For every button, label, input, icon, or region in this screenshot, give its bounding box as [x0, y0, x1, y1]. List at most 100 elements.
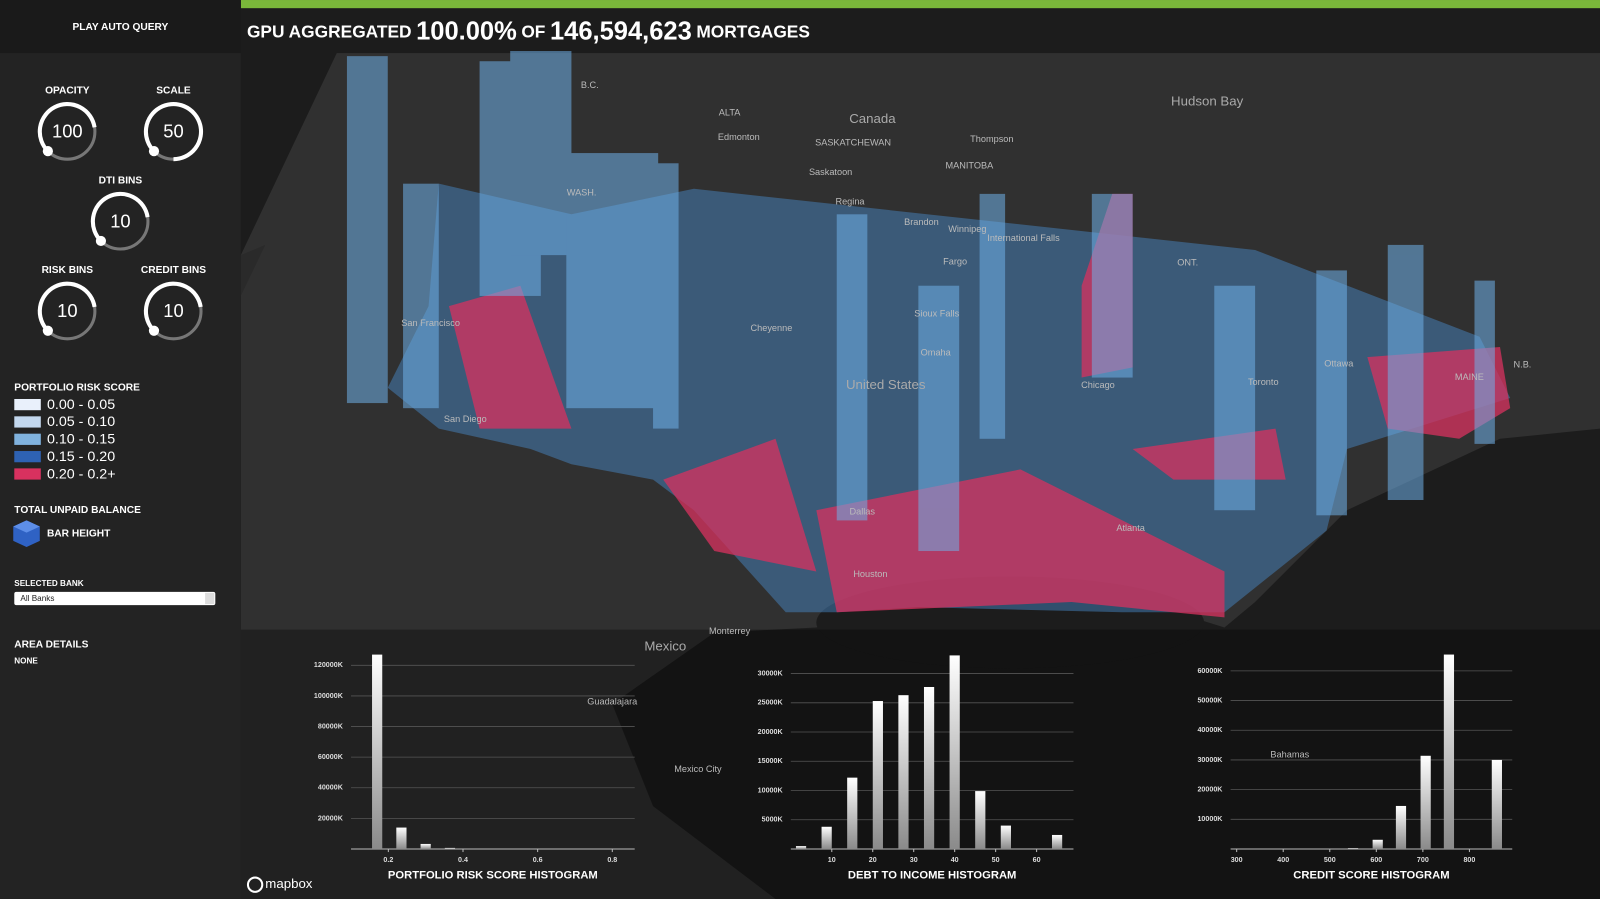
knob-label: CREDIT BINS	[141, 265, 206, 276]
x-tick-label: 40	[951, 856, 959, 864]
x-tick-label: 0.6	[533, 856, 543, 864]
knob-label: RISK BINS	[42, 265, 94, 276]
x-tick-label: 400	[1277, 856, 1289, 864]
bar	[444, 847, 456, 849]
map-label: B.C.	[581, 80, 599, 90]
header-prefix: GPU AGGREGATED	[247, 21, 412, 41]
knob-handle[interactable]	[42, 146, 53, 157]
y-tick-label: 5000K	[762, 816, 784, 824]
x-tick-label: 50	[992, 856, 1000, 864]
x-tick-label: 20	[869, 856, 877, 864]
map-label: Mexico	[644, 638, 686, 653]
map-label: Winnipeg	[948, 224, 986, 234]
bar	[1372, 839, 1383, 849]
y-tick-label: 20000K	[758, 728, 784, 736]
knob-arc	[37, 102, 97, 153]
chart-title: CREDIT SCORE HISTOGRAM	[1293, 869, 1449, 881]
y-tick-label: 10000K	[1197, 815, 1223, 823]
bar	[847, 777, 858, 849]
y-tick-label: 10000K	[758, 786, 784, 794]
y-tick-label: 100000K	[314, 692, 344, 700]
map-label: Fargo	[943, 257, 967, 267]
map-label: Guadalajara	[587, 696, 638, 706]
cube-top	[13, 520, 40, 533]
bar	[949, 655, 960, 849]
x-tick-label: 60	[1033, 856, 1041, 864]
knob-value: 10	[57, 300, 77, 321]
x-tick-label: 800	[1463, 856, 1475, 864]
y-tick-label: 20000K	[1197, 786, 1223, 794]
x-tick-label: 0.8	[607, 856, 617, 864]
bar	[1395, 805, 1407, 849]
legend-swatch	[14, 433, 41, 445]
knob-value: 100	[52, 121, 83, 142]
legend-label: 0.15 - 0.20	[47, 449, 115, 465]
knob-handle[interactable]	[148, 325, 160, 336]
y-tick-label: 30000K	[758, 669, 784, 677]
histogram: 5000K 10000K 15000K 20000K 25000K 30000K 10 20 3…	[758, 655, 1074, 881]
area-value: NONE	[14, 656, 38, 665]
x-tick-label: 0.4	[458, 856, 468, 864]
map-label: MAINE	[1455, 372, 1484, 382]
map-label: Monterrey	[709, 626, 751, 636]
knob-arc	[143, 102, 204, 162]
map-label: International Falls	[987, 233, 1060, 243]
knob-value: 10	[110, 210, 130, 231]
mapbox-logo	[246, 876, 264, 893]
header: GPU AGGREGATED 100.00% OF 146,594,623 MO…	[247, 17, 810, 45]
header-percent: 100.00%	[416, 17, 517, 45]
knob-label: OPACITY	[45, 86, 90, 97]
y-tick-label: 60000K	[1197, 667, 1223, 675]
map-label: Edmonton	[718, 132, 760, 142]
map-label: Hudson Bay	[1171, 94, 1244, 109]
select-arrow	[205, 592, 215, 605]
header-suffix: MORTGAGES	[696, 21, 810, 41]
map-label: N.B.	[1514, 360, 1532, 370]
bar	[420, 843, 431, 849]
map-label: Bahamas	[1270, 750, 1309, 760]
map-label: ONT.	[1177, 258, 1198, 268]
y-tick-label: 50000K	[1197, 696, 1223, 704]
map-label: San Francisco	[401, 318, 460, 328]
bar	[372, 654, 383, 849]
legend-swatch	[14, 398, 41, 411]
bar	[1491, 759, 1502, 849]
histogram: 10000K 20000K 30000K 40000K 50000K 60000K 300 4…	[1197, 654, 1513, 881]
bar	[1347, 848, 1359, 849]
bar	[898, 695, 909, 849]
chart-title: DEBT TO INCOME HISTOGRAM	[848, 869, 1017, 881]
map-label: Regina	[835, 196, 865, 206]
knob-value: 50	[163, 121, 183, 142]
legend-label: 0.20 - 0.2+	[47, 466, 116, 482]
area-title: AREA DETAILS	[14, 640, 88, 651]
legend-swatch	[14, 468, 41, 480]
bar	[923, 686, 935, 849]
bar	[396, 827, 407, 849]
header-count: 146,594,623	[550, 17, 692, 45]
y-tick-label: 40000K	[1197, 726, 1223, 734]
x-tick-label: 300	[1231, 856, 1243, 864]
y-tick-label: 120000K	[314, 661, 344, 669]
map-label: WASH.	[567, 187, 597, 197]
map-label: Cheyenne	[751, 323, 793, 333]
bar	[821, 826, 832, 849]
balance-columns	[346, 51, 1495, 552]
chart-title: PORTFOLIO RISK SCORE HISTOGRAM	[388, 869, 598, 881]
attribution: mapbox	[265, 876, 313, 891]
x-tick-label: 10	[828, 856, 836, 864]
play-button[interactable]	[0, 0, 241, 54]
map-label: Houston	[853, 569, 887, 579]
map-label: Mexico City	[674, 764, 722, 774]
bar	[975, 791, 986, 849]
map-label: Omaha	[921, 347, 952, 357]
knob-handle[interactable]	[148, 146, 160, 157]
bank-select[interactable]	[14, 591, 216, 606]
knob-handle[interactable]	[42, 325, 53, 336]
knob-handle[interactable]	[95, 235, 107, 247]
y-tick-label: 60000K	[318, 753, 344, 761]
y-tick-label: 30000K	[1197, 756, 1223, 764]
x-tick-label: 30	[910, 856, 918, 864]
chart-panel	[240, 629, 1600, 899]
bar	[795, 846, 807, 849]
